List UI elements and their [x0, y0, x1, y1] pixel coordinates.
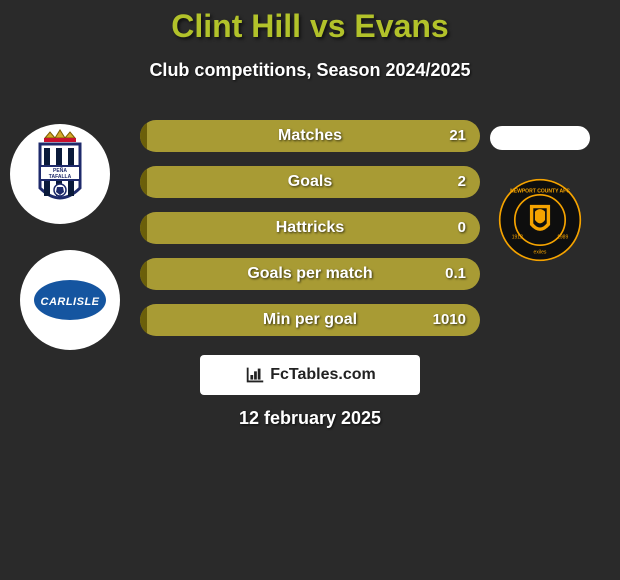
stat-right-value: 0: [458, 212, 466, 244]
club-crest-left-bottom: CARLISLE: [20, 250, 120, 350]
stat-label: Goals per match: [140, 258, 480, 290]
stat-right-value: 21: [449, 120, 466, 152]
svg-text:1912: 1912: [512, 234, 523, 240]
svg-text:exiles: exiles: [534, 250, 547, 256]
svg-text:CARLISLE: CARLISLE: [41, 296, 100, 308]
stat-label: Min per goal: [140, 304, 480, 336]
stat-row: Min per goal 1010: [140, 304, 480, 336]
stat-right-value: 2: [458, 166, 466, 198]
stat-right-value: 0.1: [445, 258, 466, 290]
stat-row: Matches 21: [140, 120, 480, 152]
stat-row: Goals per match 0.1: [140, 258, 480, 290]
stat-label: Goals: [140, 166, 480, 198]
comparison-rows: Matches 21 Goals 2 Hattricks 0 Goals per…: [140, 120, 480, 350]
chart-icon: [244, 364, 266, 386]
stat-row: Hattricks 0: [140, 212, 480, 244]
club-crest-right-top: [490, 126, 590, 150]
brand-text: FcTables.com: [270, 366, 376, 383]
svg-text:PEÑA: PEÑA: [53, 167, 67, 174]
stat-label: Hattricks: [140, 212, 480, 244]
stat-right-value: 1010: [433, 304, 466, 336]
club-crest-right-mid: NEWPORT COUNTY AFC 1912 1989 exiles: [498, 178, 582, 262]
subtitle: Club competitions, Season 2024/2025: [0, 60, 620, 81]
stat-row: Goals 2: [140, 166, 480, 198]
svg-text:TAFALLA: TAFALLA: [49, 174, 72, 180]
page-title: Clint Hill vs Evans: [0, 8, 620, 45]
club-crest-left-top: PEÑA TAFALLA: [10, 124, 110, 224]
brand-badge: FcTables.com: [200, 355, 420, 395]
date-text: 12 february 2025: [0, 408, 620, 429]
svg-text:1989: 1989: [557, 234, 568, 240]
svg-text:NEWPORT COUNTY AFC: NEWPORT COUNTY AFC: [510, 188, 570, 194]
stat-label: Matches: [140, 120, 480, 152]
